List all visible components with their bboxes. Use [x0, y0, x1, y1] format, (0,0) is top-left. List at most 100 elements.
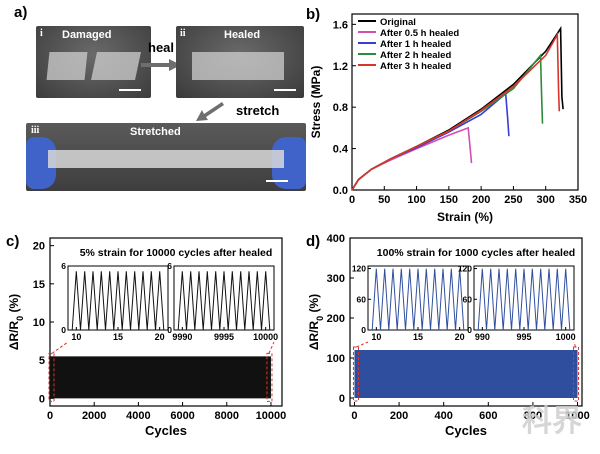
ylabel-part: ΔR/R [7, 321, 21, 351]
y-tick-label: 1.6 [333, 19, 348, 31]
plot-frame [351, 13, 579, 191]
x-tick-label: 200 [472, 194, 490, 206]
ylabel-part: (%) [307, 294, 321, 316]
inset-y-tick-label: 120 [458, 264, 472, 274]
annotation: 5% strain for 10000 cycles after healed [80, 247, 273, 259]
inset-x-tick-label: 9995 [214, 332, 234, 342]
panel-d-label: d) [306, 233, 320, 250]
photo-damaged: i Damaged [36, 26, 151, 98]
connector-end [573, 341, 577, 348]
y-tick-label: 0.8 [333, 102, 348, 114]
inset-x-tick-label: 9990 [172, 332, 192, 342]
inset-x-tick-label: 990 [475, 332, 490, 342]
series-line-1 [351, 126, 473, 191]
ylabel-sub: 0 [15, 316, 25, 321]
photo-i-title: Damaged [62, 29, 112, 41]
series-line-3 [351, 53, 544, 191]
inset-x-tick-label: 20 [455, 332, 465, 342]
x-tick-label: 350 [569, 194, 587, 206]
photo-healed: ii Healed [176, 26, 304, 98]
y-tick-label: 0 [39, 393, 45, 405]
connector-start [356, 341, 369, 348]
y-tick-label: 200 [327, 313, 345, 325]
inset-frame-0 [367, 265, 469, 331]
inset-wave-0 [71, 271, 165, 331]
stretch-label: stretch [236, 103, 280, 118]
ylabel-part: ΔR/R [307, 321, 321, 351]
x-tick-label: 250 [504, 194, 522, 206]
x-tick-label: 0 [47, 410, 53, 422]
y-tick-label: 100 [327, 353, 345, 365]
photo-stretched: iii Stretched [26, 123, 306, 191]
inset-x-tick-label: 10000 [253, 332, 278, 342]
y-tick-label: 20 [33, 241, 45, 253]
legend-entry-2: After 1 h healed [380, 39, 451, 50]
signal-band [354, 350, 578, 398]
inset-y-tick-label: 0 [61, 325, 66, 335]
inset-y-tick-label: 120 [352, 264, 366, 274]
x-tick-label: 4000 [126, 410, 150, 422]
healed-strip [192, 52, 284, 80]
x-tick-label: 600 [479, 410, 497, 422]
cycles-5pct-chart: c)0 2000 4000 6000 8000 1000005101520CyclesΔR… [6, 233, 287, 438]
legend-entry-4: After 3 h healed [380, 61, 451, 72]
x-tick-label: 2000 [82, 410, 106, 422]
damaged-piece-left [46, 52, 88, 80]
heal-label: heal [148, 40, 175, 55]
photo-i-roman: i [40, 28, 43, 39]
y-tick-label: 0.0 [333, 185, 348, 197]
inset-x-tick-label: 15 [413, 332, 423, 342]
x-tick-label: 6000 [170, 410, 194, 422]
signal-band [50, 356, 271, 399]
x-tick-label: 300 [537, 194, 555, 206]
inset-y-tick-label: 6 [167, 261, 172, 271]
watermark: 科界 [522, 404, 582, 439]
scale-bar [274, 89, 296, 91]
y-axis-label: Stress (MPa) [309, 66, 323, 139]
photo-iii-title: Stretched [130, 126, 181, 138]
damaged-piece-right [91, 52, 141, 80]
inset-y-tick-label: 60 [463, 294, 473, 304]
photo-ii-title: Healed [224, 29, 261, 41]
stress-strain-chart: b) 0 50 100 150 200 250 300 350 0.0 0.4 0.8 1.2 1.6 St… [306, 6, 587, 224]
x-axis-label: Cycles [145, 423, 187, 438]
x-tick-label: 10000 [256, 410, 287, 422]
panel-a-label: a) [14, 4, 28, 21]
stretch-arrow-icon [196, 100, 224, 127]
photo-ii-roman: ii [180, 28, 186, 39]
inset-y-tick-label: 0 [361, 325, 366, 335]
highlight-box-start [352, 346, 359, 402]
inset-wave-1 [477, 268, 571, 331]
series-line-4 [351, 31, 561, 191]
scale-bar [119, 89, 141, 91]
y-tick-label: 1.2 [333, 61, 348, 73]
x-tick-label: 150 [440, 194, 458, 206]
legend-entry-1: After 0.5 h healed [380, 28, 459, 39]
scale-bar [266, 180, 288, 182]
y-tick-label: 10 [33, 317, 45, 329]
inset-x-tick-label: 10 [371, 332, 381, 342]
x-tick-label: 8000 [215, 410, 239, 422]
x-tick-label: 1000 [565, 410, 589, 422]
connector-start [51, 341, 69, 354]
y-tick-label: 0.4 [333, 144, 349, 156]
inset-wave-1 [177, 271, 271, 331]
cycles-100pct-chart: d)0 200 400 600 800 10000100200300400CyclesΔR… [306, 233, 590, 438]
inset-y-tick-label: 0 [467, 325, 472, 335]
heal-arrow-icon [141, 58, 181, 76]
stretched-strip [48, 150, 284, 168]
y-tick-label: 300 [327, 273, 345, 285]
legend-entry-3: After 2 h healed [380, 50, 451, 61]
inset-frame-1 [473, 265, 575, 331]
inset-x-tick-label: 20 [155, 332, 165, 342]
y-axis-label: ΔR/R0 (%) [7, 294, 25, 350]
x-tick-label: 200 [390, 410, 408, 422]
panel-b-label: b) [306, 6, 320, 23]
inset-wave-0 [371, 268, 465, 331]
inset-x-tick-label: 10 [71, 332, 81, 342]
connector-end [268, 341, 275, 354]
inset-y-tick-label: 0 [167, 325, 172, 335]
panel-c-label: c) [6, 233, 19, 250]
x-axis-label: Cycles [445, 423, 487, 438]
y-axis-label: ΔR/R0 (%) [307, 294, 325, 350]
